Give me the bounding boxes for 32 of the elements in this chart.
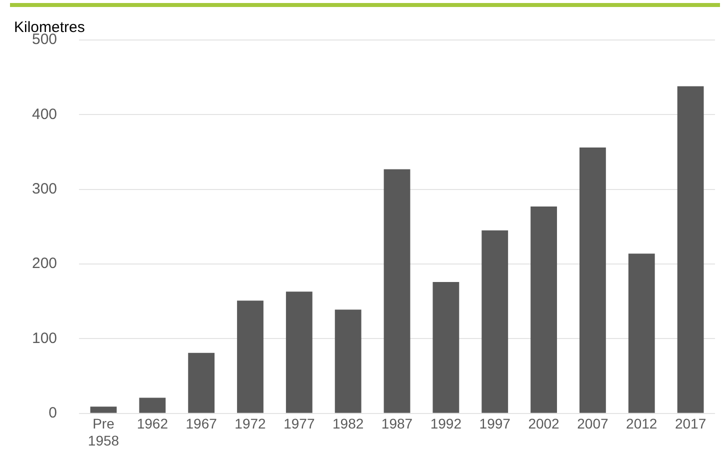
bar bbox=[90, 406, 117, 413]
bar bbox=[334, 310, 362, 413]
x-tick-label: 2012 bbox=[626, 416, 658, 432]
x-tick-label: 1982 bbox=[332, 416, 364, 432]
bar bbox=[482, 230, 508, 413]
y-tick-label: 500 bbox=[32, 31, 58, 48]
bar bbox=[237, 300, 264, 413]
bar bbox=[384, 169, 410, 413]
x-tick-label: 1972 bbox=[234, 416, 266, 432]
bar bbox=[628, 254, 655, 413]
x-tick-label: 2017 bbox=[674, 416, 706, 432]
bar bbox=[188, 352, 215, 413]
x-tick-label: 1977 bbox=[284, 416, 315, 432]
bar bbox=[530, 206, 557, 413]
y-tick-label: 100 bbox=[32, 330, 58, 347]
bar bbox=[677, 86, 704, 413]
x-tick-label: Pre 1958 bbox=[88, 416, 120, 448]
x-tick-label: 2007 bbox=[577, 416, 608, 432]
x-tick-label: 2002 bbox=[528, 416, 560, 432]
bar bbox=[579, 148, 606, 413]
y-tick-label: 400 bbox=[32, 106, 58, 123]
bar bbox=[139, 398, 166, 413]
y-tick-label: 0 bbox=[48, 404, 58, 422]
bar bbox=[286, 292, 312, 413]
x-tick-label: 1997 bbox=[479, 416, 511, 432]
x-tick-label: 1962 bbox=[136, 416, 168, 432]
y-tick-label: 200 bbox=[32, 255, 58, 272]
x-tick-label: 1987 bbox=[381, 416, 413, 432]
x-tick-label: 1992 bbox=[430, 416, 462, 432]
x-tick-label: 1967 bbox=[186, 416, 218, 432]
y-tick-label: 300 bbox=[32, 180, 58, 198]
bar bbox=[432, 282, 460, 413]
